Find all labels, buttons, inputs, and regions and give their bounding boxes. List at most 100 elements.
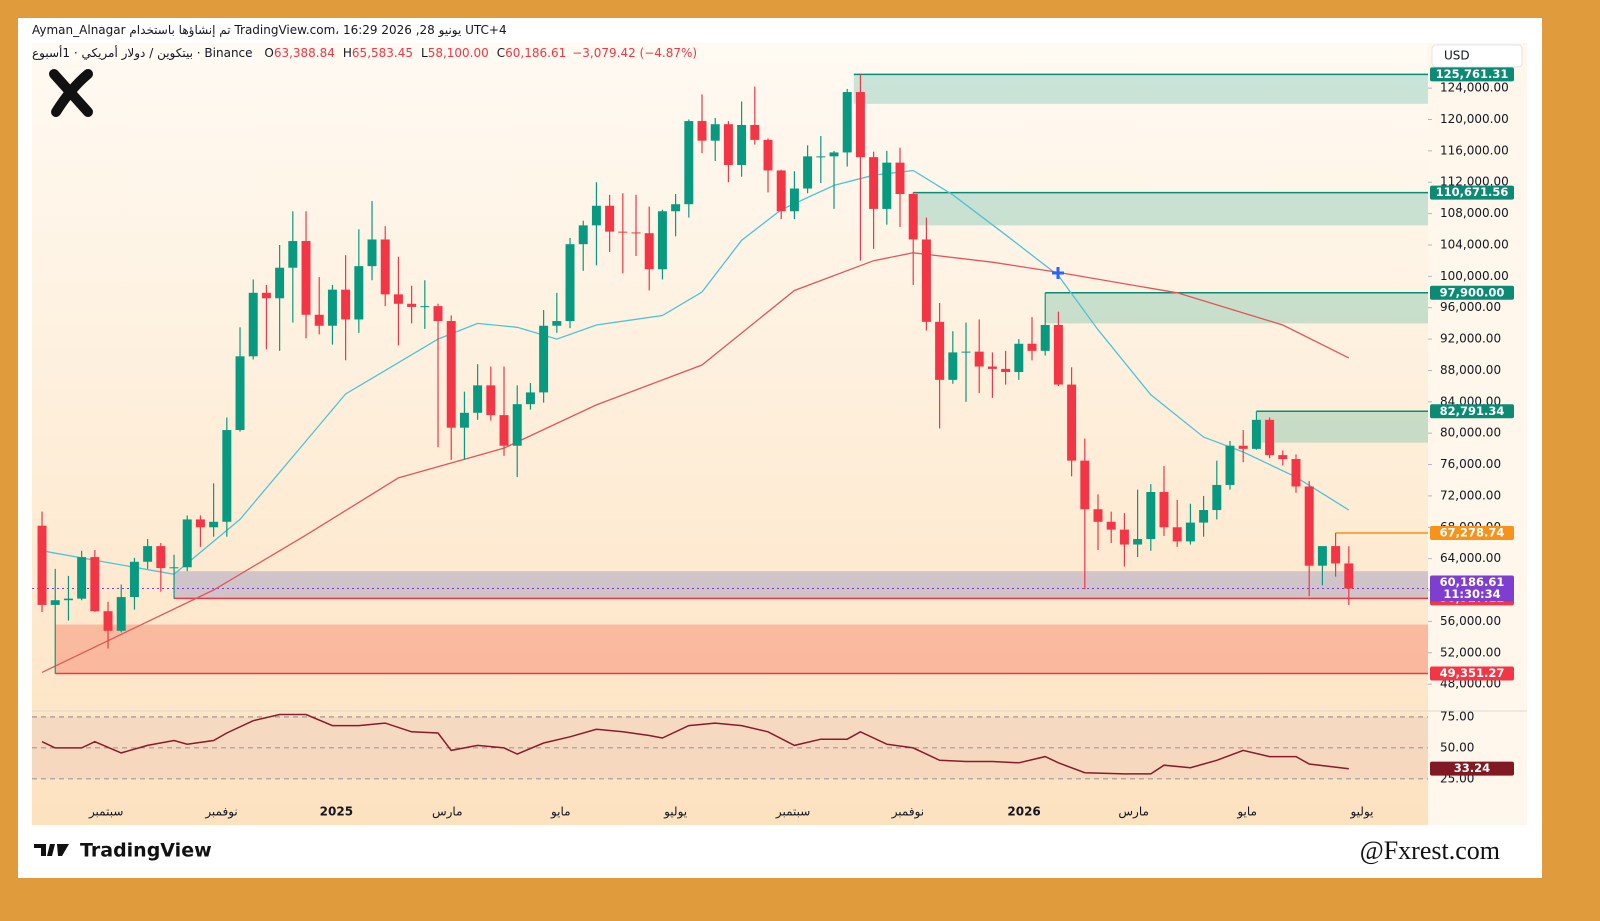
candle-body <box>697 121 707 141</box>
candle-body <box>684 121 694 205</box>
x-tick-label: يوليو <box>1349 805 1373 820</box>
candle-body <box>1001 368 1011 373</box>
candle-body <box>116 597 126 631</box>
x-tick-label: نوفمبر <box>204 805 237 820</box>
candle-body <box>63 598 73 601</box>
candle-body <box>90 557 100 612</box>
cross-marker <box>1052 267 1064 279</box>
ohlc-key: H <box>342 46 352 60</box>
symbol: بيتكوين / دولار أمريكي · 1أسبوع · Binanc… <box>32 46 253 60</box>
candle-body <box>552 321 562 326</box>
candle-body <box>842 92 852 153</box>
zone-price-label-box <box>1430 404 1514 419</box>
zone <box>913 192 1428 226</box>
zone-price-label: 110,671.56 <box>1436 185 1509 199</box>
ohlc-value: 60,186.61 <box>505 46 567 60</box>
y-tick-label: 108,000.00 <box>1440 206 1509 220</box>
x-tick-label: مارس <box>432 805 463 820</box>
y-tick-label: 75.00 <box>1440 709 1474 723</box>
candle-body <box>869 157 879 209</box>
candle-body <box>723 124 733 165</box>
logo-stroke <box>51 69 93 117</box>
x-tick-label: نوفمبر <box>891 805 924 820</box>
candle-body <box>1212 484 1222 511</box>
candle-body <box>1133 539 1143 545</box>
x-tick-label: مايو <box>550 805 571 820</box>
price-scale-background <box>1428 43 1527 825</box>
candle-body <box>486 385 496 416</box>
x-tick-label: مارس <box>1118 805 1149 820</box>
ohlc-value: 65,583.45 <box>351 46 413 60</box>
candle-body <box>314 314 324 326</box>
x-tick-label: 2026 <box>1007 805 1040 819</box>
candle-body <box>169 567 179 569</box>
candle-body <box>473 385 483 413</box>
candle-body <box>354 266 364 320</box>
watermark: @Fxrest.com <box>1360 836 1500 865</box>
candle-body <box>1093 509 1103 522</box>
candle-body <box>248 292 258 357</box>
candle-body <box>803 156 813 189</box>
candle-body <box>1014 343 1024 373</box>
candle-body <box>341 289 351 320</box>
ohlc-value: 63,388.84 <box>273 46 335 60</box>
candle-body <box>156 546 166 569</box>
candle-body <box>1053 324 1063 385</box>
last-price-label-box <box>1430 575 1514 602</box>
rsi-value-label-box <box>1430 761 1514 776</box>
zone-price-label: 97,900.00 <box>1440 285 1505 299</box>
candle-body <box>710 124 720 141</box>
y-tick-label: 76,000.00 <box>1440 457 1501 471</box>
candle-body <box>407 303 417 307</box>
candle-body <box>367 239 377 267</box>
level-price-label: 67,278.74 <box>1440 525 1505 539</box>
candle-body <box>1119 529 1129 545</box>
candle-body <box>433 306 443 322</box>
y-tick-label: 52,000.00 <box>1440 645 1501 659</box>
currency: USD <box>1444 49 1470 63</box>
candle-body <box>882 162 892 209</box>
candle-body <box>1027 343 1037 351</box>
zone <box>174 571 1428 599</box>
candle-body <box>948 352 958 380</box>
candle-body <box>209 521 219 528</box>
y-tick-label: 88,000.00 <box>1440 363 1501 377</box>
site-logo <box>49 69 93 117</box>
candle-body <box>499 415 509 446</box>
y-tick-label: 72,000.00 <box>1440 488 1501 502</box>
y-tick-label: 104,000.00 <box>1440 237 1509 251</box>
ohlc-key: C <box>496 46 506 60</box>
y-tick-label: 124,000.00 <box>1440 81 1509 95</box>
x-tick-label: سبتمبر <box>88 805 123 820</box>
candle-body <box>1172 527 1182 542</box>
y-tick-label: 80,000.00 <box>1440 426 1501 440</box>
candle-body <box>855 92 865 158</box>
last-price-label: 60,186.61 <box>1440 575 1505 589</box>
x-tick-label: 2025 <box>320 805 353 819</box>
candle-body <box>327 289 337 326</box>
candle-body <box>750 124 760 140</box>
candle-body <box>420 306 430 308</box>
zone-price-label: 82,791.34 <box>1440 404 1505 418</box>
candle-body <box>565 244 575 322</box>
y-tick-label: 100,000.00 <box>1440 269 1509 283</box>
y-tick-label: 112,000.00 <box>1440 175 1509 189</box>
candle-body <box>143 546 153 562</box>
candle-body <box>1225 445 1235 485</box>
candle-body <box>961 351 971 353</box>
zone-price-label-box <box>1430 666 1514 681</box>
y-tick-label: 92,000.00 <box>1440 332 1501 346</box>
candle-body <box>763 139 773 171</box>
candle-body <box>301 241 311 315</box>
candle-body <box>618 231 628 233</box>
candle-body <box>591 205 601 226</box>
zone-price-label-box <box>1430 67 1514 82</box>
y-tick-label: 116,000.00 <box>1440 143 1509 157</box>
candle-body <box>657 211 667 270</box>
candle-body <box>1067 384 1077 461</box>
moving-average <box>41 169 1350 575</box>
candle-body <box>512 404 522 446</box>
candle-body <box>1304 486 1314 566</box>
